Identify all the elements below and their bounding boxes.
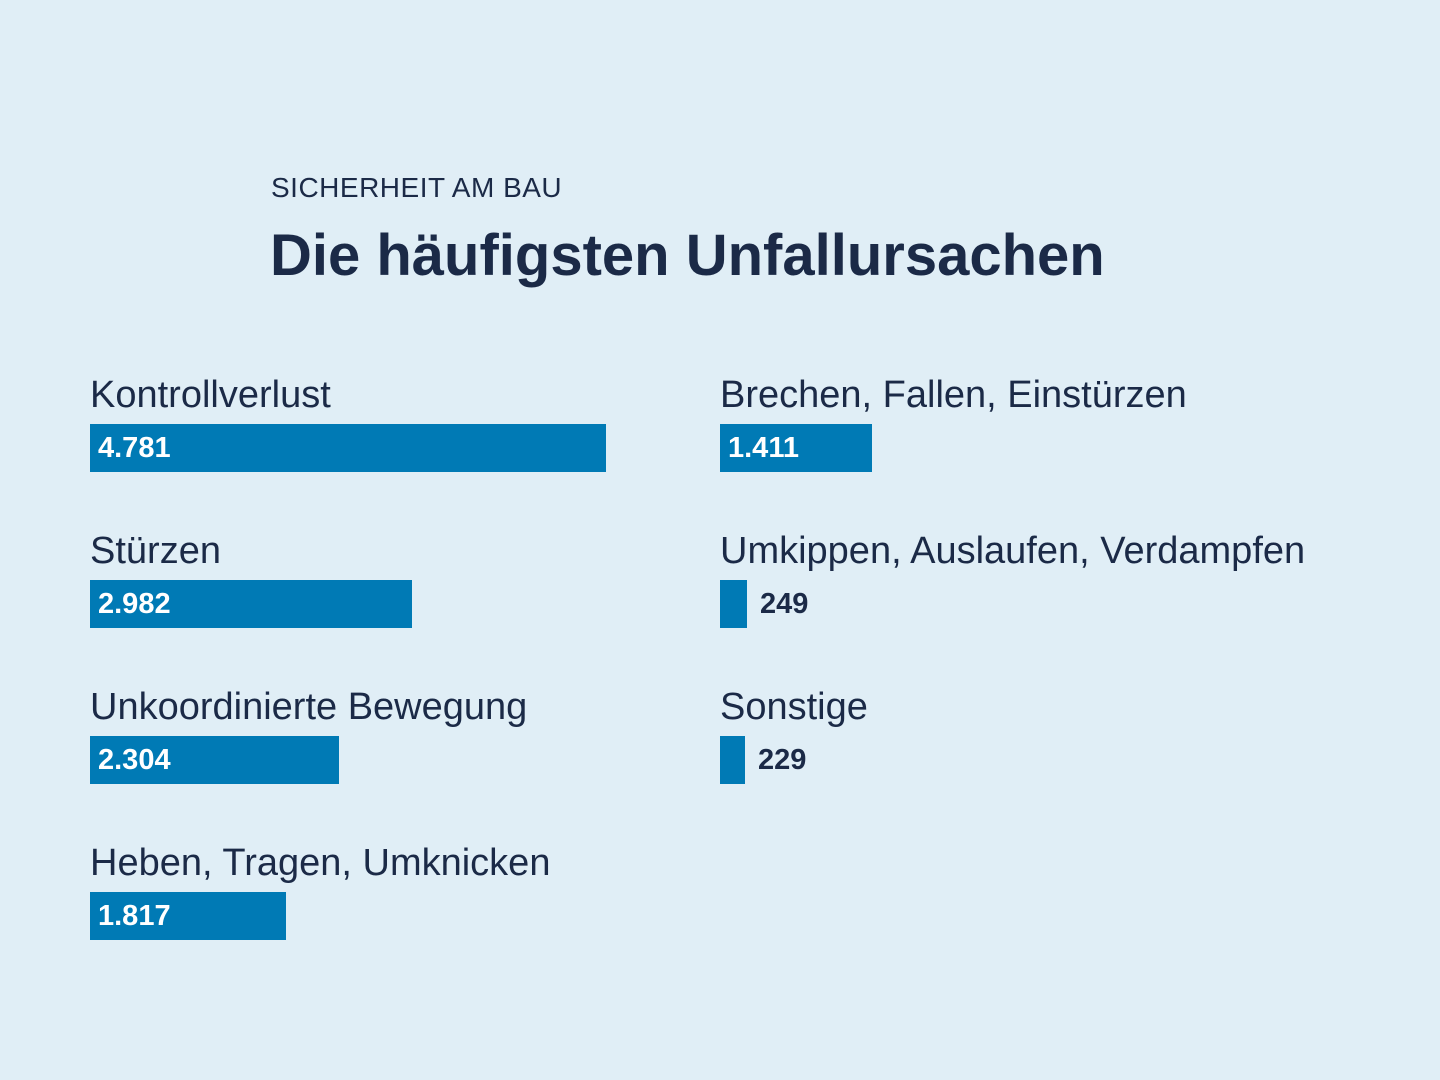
bar [720, 580, 747, 628]
bar-item: Sonstige 229 [720, 684, 1380, 804]
category-label: Sonstige [720, 686, 868, 728]
bar [90, 892, 286, 940]
bar [720, 424, 872, 472]
category-label: Unkoordinierte Bewegung [90, 686, 528, 728]
value-label: 1.411 [728, 432, 799, 464]
chart-kicker: SICHERHEIT AM BAU [271, 172, 563, 203]
category-label: Heben, Tragen, Umknicken [90, 842, 551, 884]
value-label: 2.982 [98, 588, 171, 620]
value-label: 249 [760, 588, 809, 620]
category-label: Umkippen, Auslaufen, Verdampfen [720, 530, 1306, 572]
bar [90, 424, 606, 472]
bar-item: Kontrollverlust 4.781 [90, 372, 750, 492]
value-label: 2.304 [98, 744, 171, 776]
bar-item: Brechen, Fallen, Einstürzen 1.411 [720, 372, 1380, 492]
bar-item: Umkippen, Auslaufen, Verdampfen 249 [720, 528, 1380, 648]
category-label: Kontrollverlust [90, 374, 331, 416]
bar [90, 580, 412, 628]
bar [90, 736, 339, 784]
category-label: Stürzen [90, 530, 221, 572]
value-label: 4.781 [98, 432, 171, 464]
bar [720, 736, 745, 784]
chart-title: Die häufigsten Unfallursachen [270, 223, 1105, 288]
value-label: 1.817 [98, 900, 171, 932]
bar-item: Stürzen 2.982 [90, 528, 750, 648]
value-label: 229 [758, 744, 807, 776]
bar-item: Heben, Tragen, Umknicken 1.817 [90, 840, 750, 960]
category-label: Brechen, Fallen, Einstürzen [720, 374, 1187, 416]
bar-item: Unkoordinierte Bewegung 2.304 [90, 684, 750, 804]
